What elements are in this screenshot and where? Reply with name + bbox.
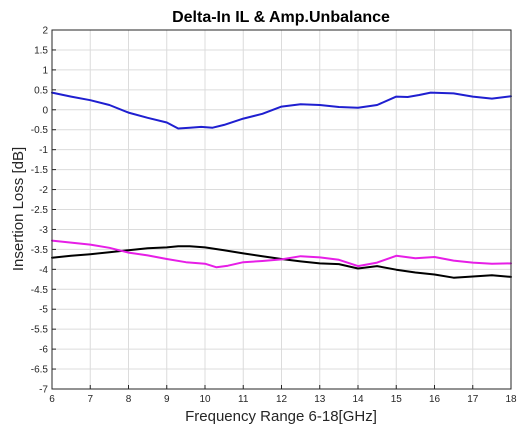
x-tick-label: 17 xyxy=(467,394,479,405)
y-tick-label: 2 xyxy=(42,26,48,37)
series-line-1 xyxy=(51,91,512,130)
y-tick-label: -2.5 xyxy=(31,205,49,216)
y-tick-label: -7 xyxy=(39,385,48,396)
grid xyxy=(51,29,512,390)
y-tick-label: -5 xyxy=(39,305,48,316)
x-tick-label: 8 xyxy=(126,394,132,405)
x-tick-label: 6 xyxy=(49,394,55,405)
x-tick-label: 16 xyxy=(429,394,441,405)
x-tick-label: 14 xyxy=(352,394,364,405)
x-tick-label: 13 xyxy=(314,394,326,405)
y-tick-label: 1 xyxy=(42,65,48,76)
y-tick-label: -3.5 xyxy=(31,245,49,256)
y-axis-title: Insertion Loss [dB] xyxy=(10,147,27,271)
x-tick-label: 10 xyxy=(199,394,211,405)
y-tick-label: 0.5 xyxy=(34,85,48,96)
y-tick-label: -6 xyxy=(39,345,48,356)
x-tick-label: 12 xyxy=(276,394,288,405)
x-tick-label: 7 xyxy=(87,394,93,405)
y-tick-label: 1.5 xyxy=(34,45,48,56)
series-line-2 xyxy=(51,245,512,279)
y-tick-label: -4.5 xyxy=(31,285,49,296)
ticks: 6 7 8 9 10 11 12 13 14 15 16 17 18-7-6.5-6-5.5-5-4.5… xyxy=(31,26,517,406)
series-line-3 xyxy=(51,239,512,269)
chart-title: Delta-In IL & Amp.Unbalance xyxy=(172,9,390,26)
y-tick-label: -1.5 xyxy=(31,165,49,176)
y-tick-label: -3 xyxy=(39,225,48,236)
y-tick-label: 0 xyxy=(42,105,48,116)
y-tick-label: -1 xyxy=(39,145,48,156)
x-tick-label: 18 xyxy=(505,394,517,405)
y-tick-label: -2 xyxy=(39,185,48,196)
y-tick-label: -0.5 xyxy=(31,125,49,136)
x-tick-label: 9 xyxy=(164,394,170,405)
x-tick-label: 11 xyxy=(238,394,249,405)
series-layer xyxy=(51,91,512,279)
x-axis-title: Frequency Range 6-18[GHz] xyxy=(185,408,377,425)
x-tick-label: 15 xyxy=(391,394,403,405)
y-tick-label: -4 xyxy=(39,265,48,276)
y-tick-label: -6.5 xyxy=(31,365,49,376)
y-tick-label: -5.5 xyxy=(31,325,49,336)
